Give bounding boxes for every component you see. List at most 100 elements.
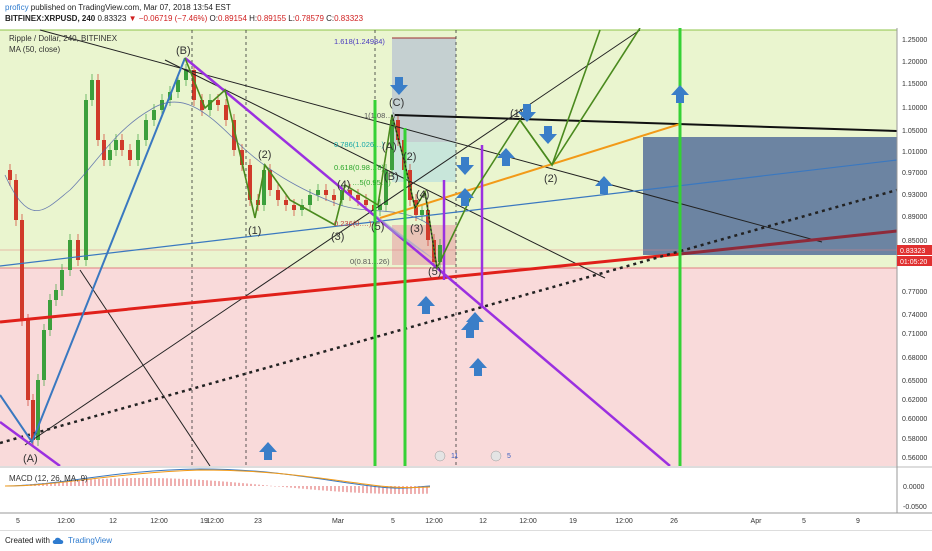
time-tick-label: 12 bbox=[109, 518, 117, 525]
macd-bar bbox=[414, 486, 416, 494]
created-with-text: Created with bbox=[5, 536, 50, 545]
last-price: 0.83323 bbox=[97, 14, 127, 23]
wave-label-3-a: (3) bbox=[331, 231, 344, 243]
candle-body bbox=[378, 205, 382, 210]
price-tick-label: 1.25000 bbox=[902, 37, 927, 44]
macd-bar bbox=[426, 486, 428, 494]
darkred-line bbox=[679, 229, 897, 256]
tradingview-link[interactable]: TradingView bbox=[68, 536, 113, 545]
macd-bar bbox=[338, 486, 340, 492]
low-value: 0.78579 bbox=[294, 14, 324, 23]
macd-bar bbox=[166, 478, 168, 486]
candle-body bbox=[96, 80, 100, 140]
price-axis[interactable]: 1.25000 1.20000 1.15000 1.10000 1.05000 1.010… bbox=[902, 37, 927, 462]
macd-bar bbox=[254, 484, 256, 486]
event-flag-count-1: 11 bbox=[451, 453, 458, 460]
time-tick-label: 12:00 bbox=[206, 518, 224, 525]
time-tick-label: 12:00 bbox=[615, 518, 633, 525]
candle-body bbox=[348, 190, 352, 195]
macd-bar bbox=[374, 486, 376, 494]
price-badge: 0.83323 bbox=[897, 245, 932, 255]
macd-bar bbox=[362, 486, 364, 494]
macd-bar bbox=[262, 484, 264, 486]
high-value: 0.89155 bbox=[257, 14, 287, 23]
wave-label-4-b: (4) bbox=[416, 189, 429, 201]
candle-body bbox=[268, 170, 272, 190]
macd-bar bbox=[70, 480, 72, 486]
macd-bar bbox=[126, 478, 128, 486]
candle-body bbox=[390, 120, 394, 170]
price-tick-label: 0.56000 bbox=[902, 455, 927, 462]
event-flag-1[interactable]: 11 bbox=[434, 450, 458, 462]
macd-bar bbox=[178, 478, 180, 486]
macd-bar bbox=[366, 486, 368, 494]
green-wave-path-1 bbox=[184, 29, 601, 271]
purple-line-left bbox=[0, 420, 61, 466]
candle-body bbox=[136, 140, 140, 160]
macd-bar bbox=[342, 486, 344, 492]
change-value: −0.06719 (−7.46%) bbox=[138, 14, 208, 23]
fib-label-1: 1(1.08…) bbox=[364, 111, 396, 120]
price-tick-label: 0.97000 bbox=[902, 170, 927, 177]
macd-bar bbox=[330, 486, 332, 492]
high-label: H: bbox=[249, 14, 258, 23]
footer: Created with TradingView bbox=[0, 530, 932, 551]
candle-body bbox=[420, 210, 424, 215]
macd-bar bbox=[306, 486, 308, 490]
author-link[interactable]: proficy bbox=[5, 3, 29, 12]
macd-bar bbox=[274, 486, 276, 487]
macd-bar bbox=[130, 478, 132, 486]
event-flag-2[interactable]: 5 bbox=[490, 450, 511, 462]
time-tick-label: 12:00 bbox=[425, 518, 443, 525]
candle-body bbox=[54, 290, 58, 300]
time-tick-label: 12 bbox=[479, 518, 487, 525]
orange-trendline bbox=[379, 123, 681, 219]
candle-body bbox=[384, 170, 388, 205]
macd-bar bbox=[98, 479, 100, 486]
candle-body bbox=[108, 150, 112, 160]
macd-legend: MACD (12, 26, MA, 9) bbox=[9, 474, 88, 483]
time-tick-label: 19 bbox=[569, 518, 577, 525]
macd-bar bbox=[158, 478, 160, 486]
candle-body bbox=[240, 150, 244, 165]
candle-body bbox=[176, 80, 180, 92]
time-badge-text: 01:05:20 bbox=[900, 259, 927, 266]
black-trendline-diag-2 bbox=[164, 59, 606, 279]
macd-bar bbox=[86, 479, 88, 486]
event-flag-count-2: 5 bbox=[507, 453, 511, 460]
down-triangle-icon: ▼ bbox=[128, 14, 137, 23]
red-zone bbox=[0, 268, 897, 466]
wave-label-5-b: (5) bbox=[428, 266, 441, 278]
time-tick-label: 9 bbox=[856, 518, 860, 525]
macd-bar bbox=[110, 478, 112, 486]
macd-bar bbox=[378, 486, 380, 494]
candle-body bbox=[68, 240, 72, 270]
macd-bar bbox=[246, 483, 248, 486]
candle-body bbox=[31, 400, 35, 440]
macd-bar bbox=[322, 486, 324, 491]
macd-bar bbox=[382, 486, 384, 494]
fib-label-0618: 0.618(0.98…8) bbox=[334, 163, 385, 172]
candle-body bbox=[192, 70, 196, 100]
price-tick-label: 1.10000 bbox=[902, 105, 927, 112]
macd-bar bbox=[334, 486, 336, 492]
macd-bar bbox=[386, 486, 388, 494]
wave-label-1-a: (1) bbox=[248, 225, 261, 237]
candle-body bbox=[316, 190, 320, 195]
fib-zone-pink bbox=[392, 225, 456, 265]
price-tick-label: 0.89000 bbox=[902, 214, 927, 221]
arrow-up-icon bbox=[497, 148, 515, 166]
candle-body bbox=[356, 195, 360, 200]
price-tick-label: 0.77000 bbox=[902, 289, 927, 296]
open-label: O: bbox=[209, 14, 218, 23]
candle-body bbox=[8, 170, 12, 180]
price-chart[interactable]: 1.618(1.24984) 1(1.08…) 0.786(1.026…) 0.… bbox=[0, 0, 932, 530]
candle-body bbox=[232, 120, 236, 150]
macd-bar bbox=[258, 484, 260, 486]
macd-bar bbox=[202, 480, 204, 486]
macd-bar bbox=[198, 479, 200, 486]
macd-bar bbox=[154, 478, 156, 486]
candle-body bbox=[332, 195, 336, 200]
candle-body bbox=[216, 100, 220, 105]
